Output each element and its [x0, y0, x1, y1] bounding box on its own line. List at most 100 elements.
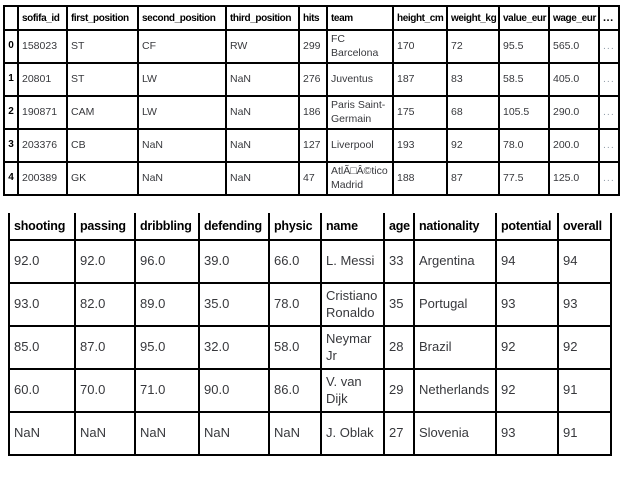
- table-cell: NaN: [198, 411, 270, 456]
- column-header: overall: [557, 213, 612, 241]
- table-cell: 90.0: [198, 368, 270, 413]
- table-cell: 92: [557, 325, 612, 370]
- column-header: sofifa_id: [17, 5, 68, 31]
- table-cell: 93: [495, 411, 559, 456]
- table-cell: Cristiano Ronaldo: [320, 282, 385, 327]
- table-cell: ...: [598, 128, 620, 163]
- table-cell: 96.0: [134, 239, 200, 284]
- column-header: ...: [598, 5, 620, 31]
- table-cell: NaN: [225, 95, 300, 130]
- table-cell: 33: [383, 239, 415, 284]
- column-header: second_position: [137, 5, 227, 31]
- table-cell: ...: [598, 29, 620, 64]
- table-cell: 92.0: [8, 239, 76, 284]
- player-stats-table: shooting passing dribbling defending physic n…: [8, 213, 612, 456]
- table-cell: 35.0: [198, 282, 270, 327]
- table-cell: RW: [225, 29, 300, 64]
- header-row: shooting passing dribbling defending physic n…: [8, 213, 612, 241]
- table-cell: 78.0: [268, 282, 322, 327]
- table-cell: 27: [383, 411, 415, 456]
- table-row: 1 20801 ST LW NaN 276 Juventus 187 83 58.5 405.0..…: [3, 62, 620, 97]
- table-cell: 186: [298, 95, 328, 130]
- player-info-table: sofifa_id first_position second_position th…: [3, 5, 620, 196]
- table-cell: 87.0: [74, 325, 136, 370]
- column-header: age: [383, 213, 415, 241]
- table-cell: 405.0: [548, 62, 600, 97]
- row-index: 1: [3, 62, 19, 97]
- column-header: first_position: [66, 5, 139, 31]
- table-cell: 93: [495, 282, 559, 327]
- index-corner-header: [3, 5, 19, 31]
- table-cell: 187: [392, 62, 448, 97]
- header-row: sofifa_id first_position second_position th…: [3, 5, 620, 31]
- table-cell: 95.0: [134, 325, 200, 370]
- table-row: NaN NaN NaN NaN NaN J. Oblak 27 Slovenia 93 91: [8, 411, 612, 456]
- table-cell: NaN: [74, 411, 136, 456]
- table-row: 0 158023 ST CF RW 299 FC Barcelona 170 72 95.5 565…: [3, 29, 620, 64]
- table-cell: Liverpool: [326, 128, 394, 163]
- table-cell: 158023: [17, 29, 68, 64]
- column-header: value_eur: [498, 5, 550, 31]
- table-cell: 58.5: [498, 62, 550, 97]
- table-cell: 86.0: [268, 368, 322, 413]
- table-cell: 95.5: [498, 29, 550, 64]
- table-cell: NaN: [134, 411, 200, 456]
- row-index: 0: [3, 29, 19, 64]
- table-cell: NaN: [137, 161, 227, 196]
- table-cell: AtlÃ□Â©tico Madrid: [326, 161, 394, 196]
- column-header: physic: [268, 213, 322, 241]
- table-cell: 83: [446, 62, 500, 97]
- table-row: 2 190871 CAM LW NaN 186 Paris Saint-Germain 175…: [3, 95, 620, 130]
- table-cell: 58.0: [268, 325, 322, 370]
- table-cell: Juventus: [326, 62, 394, 97]
- table-cell: 170: [392, 29, 448, 64]
- table-cell: V. van Dijk: [320, 368, 385, 413]
- table-row: 4 200389 GK NaN NaN 47 AtlÃ□Â©tico Madrid 188 87…: [3, 161, 620, 196]
- table-cell: 68: [446, 95, 500, 130]
- table-cell: 200389: [17, 161, 68, 196]
- table-cell: NaN: [137, 128, 227, 163]
- table-cell: CB: [66, 128, 139, 163]
- table-cell: 92: [446, 128, 500, 163]
- table-cell: 47: [298, 161, 328, 196]
- table-cell: 32.0: [198, 325, 270, 370]
- table-cell: 91: [557, 411, 612, 456]
- table-cell: Neymar Jr: [320, 325, 385, 370]
- table-cell: GK: [66, 161, 139, 196]
- table-cell: 91: [557, 368, 612, 413]
- table-cell: 276: [298, 62, 328, 97]
- table-cell: 92.0: [74, 239, 136, 284]
- table-cell: 35: [383, 282, 415, 327]
- table-cell: ...: [598, 161, 620, 196]
- column-header: wage_eur: [548, 5, 600, 31]
- table-cell: 20801: [17, 62, 68, 97]
- table-cell: ...: [598, 62, 620, 97]
- table-cell: 85.0: [8, 325, 76, 370]
- table-cell: 105.5: [498, 95, 550, 130]
- table-cell: 203376: [17, 128, 68, 163]
- table-cell: 71.0: [134, 368, 200, 413]
- column-header: third_position: [225, 5, 300, 31]
- table-cell: L. Messi: [320, 239, 385, 284]
- column-header: passing: [74, 213, 136, 241]
- table-cell: CAM: [66, 95, 139, 130]
- table-cell: 29: [383, 368, 415, 413]
- table-cell: 290.0: [548, 95, 600, 130]
- table-cell: 28: [383, 325, 415, 370]
- table-cell: LW: [137, 62, 227, 97]
- table-row: 93.0 82.0 89.0 35.0 78.0 Cristiano Ronaldo 35 P…: [8, 282, 612, 327]
- table-cell: 92: [495, 368, 559, 413]
- table-cell: 66.0: [268, 239, 322, 284]
- table-row: 92.0 92.0 96.0 39.0 66.0 L. Messi 33 Argentina 9…: [8, 239, 612, 284]
- column-header: defending: [198, 213, 270, 241]
- table-cell: 77.5: [498, 161, 550, 196]
- table-cell: FC Barcelona: [326, 29, 394, 64]
- table-cell: 82.0: [74, 282, 136, 327]
- column-header: hits: [298, 5, 328, 31]
- table-cell: Netherlands: [413, 368, 497, 413]
- table-cell: Portugal: [413, 282, 497, 327]
- table-cell: 78.0: [498, 128, 550, 163]
- table-cell: 94: [495, 239, 559, 284]
- column-header: weight_kg: [446, 5, 500, 31]
- table-row: 85.0 87.0 95.0 32.0 58.0 Neymar Jr 28 Brazil 92 9…: [8, 325, 612, 370]
